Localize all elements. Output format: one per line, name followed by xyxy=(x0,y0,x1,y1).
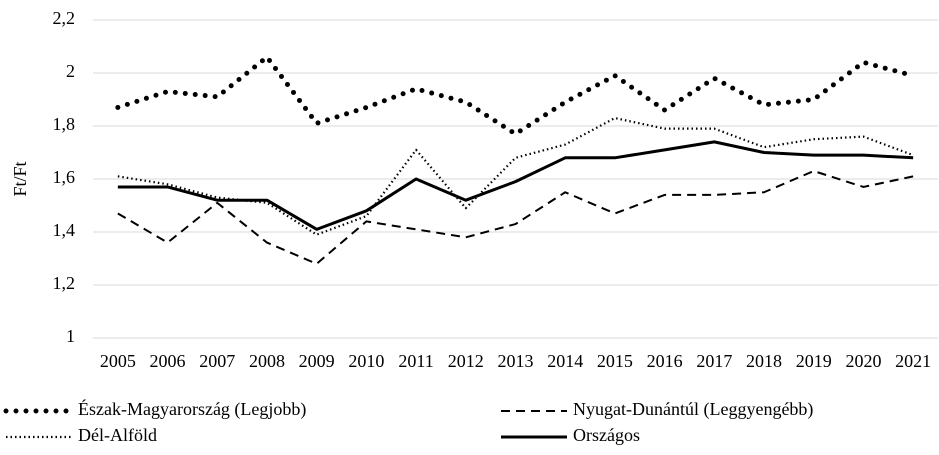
y-tick-label: 1 xyxy=(66,326,75,346)
x-tick-label: 2021 xyxy=(895,351,931,371)
x-tick-label: 2020 xyxy=(845,351,881,371)
x-tick-label: 2007 xyxy=(199,351,235,371)
legend-label: Dél-Alföld xyxy=(78,425,157,445)
legend-label: Országos xyxy=(573,425,640,445)
x-tick-label: 2010 xyxy=(348,351,384,371)
y-tick-label: 2 xyxy=(66,61,75,81)
legend-label: Nyugat-Dunántúl (Leggyengébb) xyxy=(573,399,813,420)
x-tick-label: 2012 xyxy=(448,351,484,371)
y-tick-label: 1,6 xyxy=(53,167,76,187)
x-tick-label: 2006 xyxy=(150,351,186,371)
y-tick-label: 2,2 xyxy=(53,8,76,28)
x-tick-label: 2018 xyxy=(746,351,782,371)
x-tick-label: 2005 xyxy=(100,351,136,371)
x-tick-label: 2015 xyxy=(597,351,633,371)
series-line xyxy=(117,170,914,265)
x-tick-label: 2017 xyxy=(696,351,732,371)
series-line xyxy=(115,54,916,137)
x-tick-label: 2011 xyxy=(398,351,433,371)
y-axis-label: Ft/Ft xyxy=(10,161,30,196)
x-tick-label: 2019 xyxy=(796,351,832,371)
y-tick-label: 1,2 xyxy=(53,273,76,293)
x-tick-label: 2014 xyxy=(547,351,583,371)
series-line xyxy=(117,140,914,231)
x-tick-label: 2016 xyxy=(647,351,683,371)
series-line xyxy=(117,116,914,236)
y-tick-label: 1,4 xyxy=(53,220,76,240)
x-tick-label: 2008 xyxy=(249,351,285,371)
x-tick-label: 2013 xyxy=(498,351,534,371)
y-tick-label: 1,8 xyxy=(53,114,76,134)
x-tick-label: 2009 xyxy=(299,351,335,371)
legend-label: Észak-Magyarország (Legjobb) xyxy=(78,398,306,420)
